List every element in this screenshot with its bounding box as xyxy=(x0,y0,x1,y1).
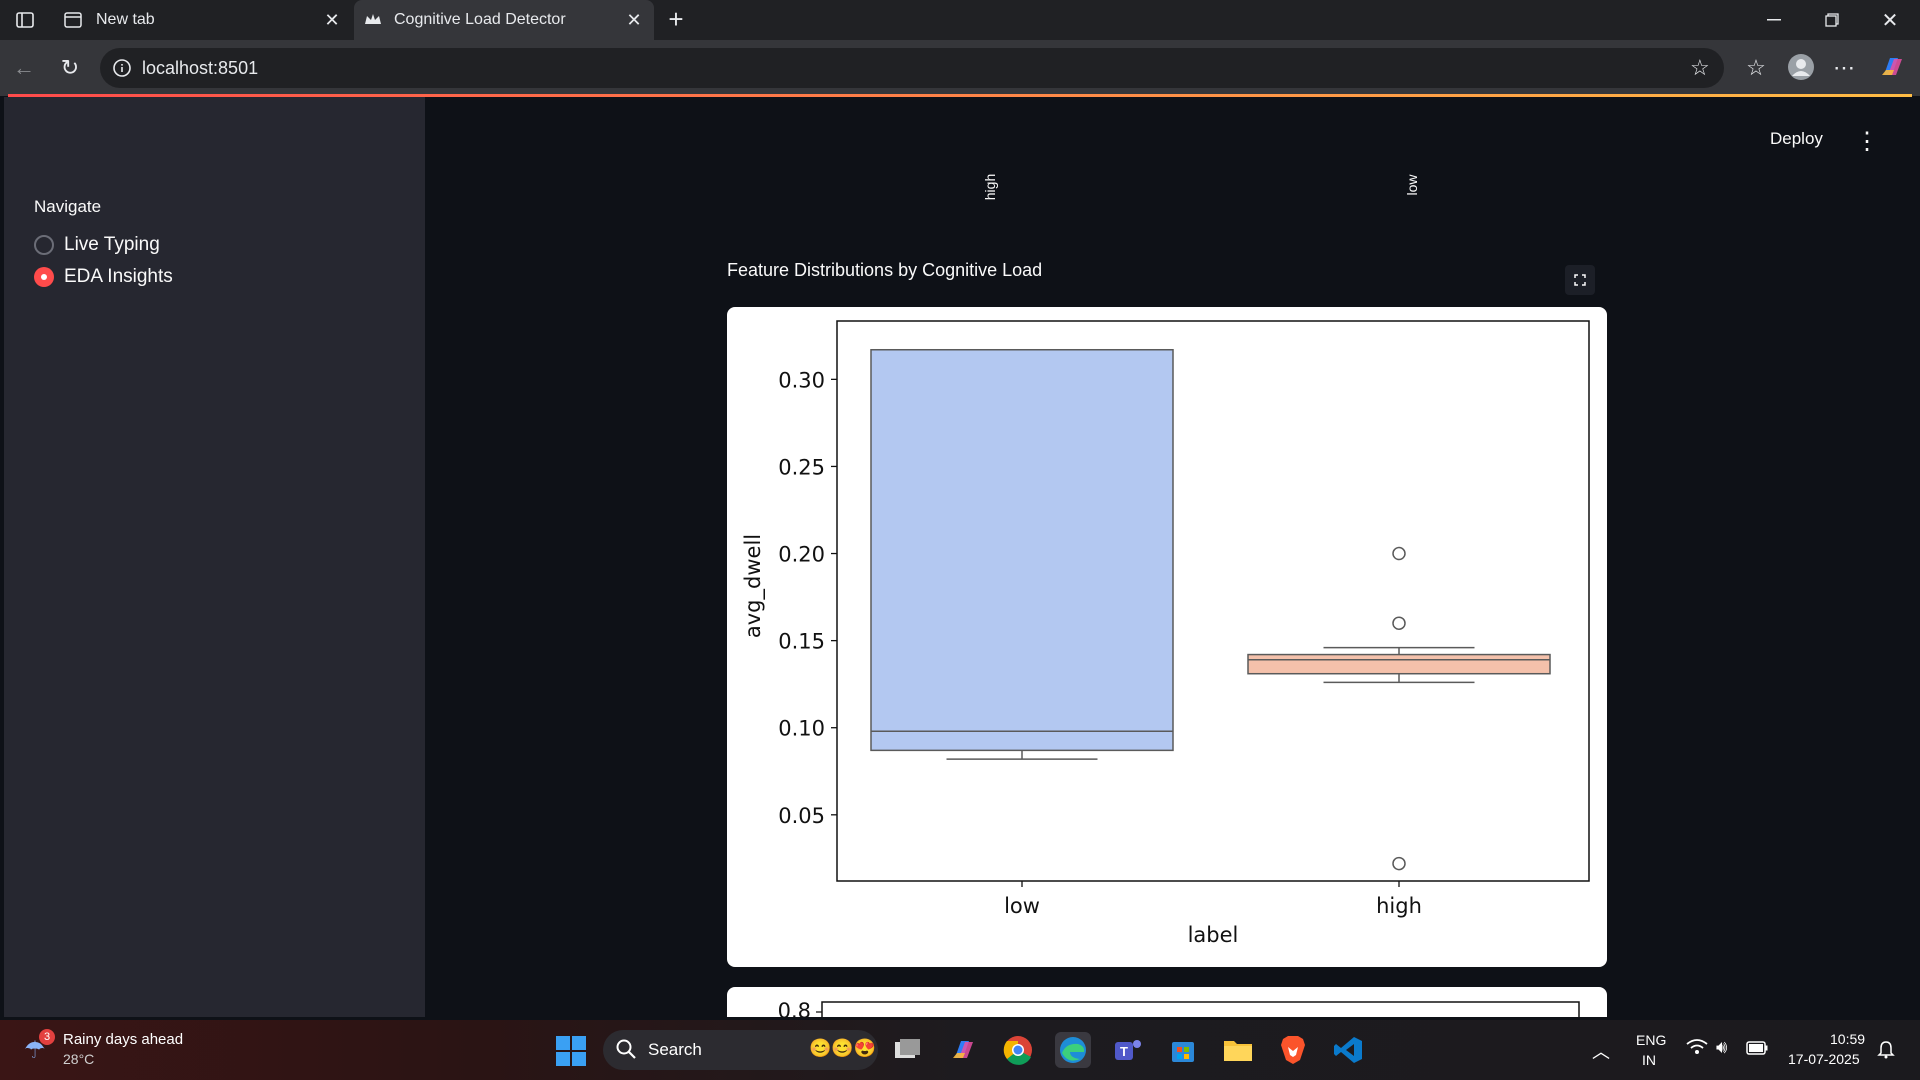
y-tick-label: 0.25 xyxy=(778,455,825,479)
close-icon[interactable]: ✕ xyxy=(626,9,642,30)
teams-icon[interactable]: T xyxy=(1110,1032,1146,1068)
navigate-label: Navigate xyxy=(34,197,102,216)
edge-icon[interactable] xyxy=(1055,1032,1091,1068)
streamlit-decoration-bar xyxy=(8,94,1912,97)
new-tab-plus-icon[interactable]: + xyxy=(668,3,684,34)
second-chart-tick-label: 0.8 xyxy=(778,999,811,1017)
chart-section-title: Feature Distributions by Cognitive Load xyxy=(727,260,1043,280)
x-tick-label: high xyxy=(1376,894,1422,918)
radio-eda-insights[interactable]: EDA Insights xyxy=(34,262,173,292)
clock-date: 17-07-2025 xyxy=(1788,1051,1860,1067)
site-info-icon[interactable] xyxy=(112,58,132,83)
battery-icon[interactable] xyxy=(1746,1041,1768,1060)
store-icon[interactable] xyxy=(1165,1032,1201,1068)
close-icon[interactable]: ✕ xyxy=(324,9,340,30)
lang-top[interactable]: ENG xyxy=(1636,1032,1667,1048)
weather-badge: 3 xyxy=(39,1029,55,1045)
outlier-point xyxy=(1392,546,1406,561)
lang-bottom: IN xyxy=(1642,1052,1656,1068)
tab-title: Cognitive Load Detector xyxy=(394,11,566,28)
tab-cognitive-load-detector[interactable]: Cognitive Load Detector ✕ xyxy=(354,0,654,40)
more-options-icon[interactable]: ⋯ xyxy=(1833,55,1855,80)
weather-title[interactable]: Rainy days ahead xyxy=(63,1031,184,1048)
y-tick-label: 0.20 xyxy=(778,543,825,567)
restore-icon[interactable] xyxy=(1820,8,1844,32)
y-tick-label: 0.30 xyxy=(778,368,825,392)
radio-live-typing[interactable]: Live Typing xyxy=(34,230,160,260)
fullscreen-icon[interactable] xyxy=(1565,265,1595,295)
weather-umbrella-icon[interactable]: ☂ xyxy=(24,1037,46,1064)
radio-unchecked-icon[interactable] xyxy=(34,235,54,255)
outlier-point xyxy=(1392,856,1406,871)
star-icon[interactable]: ☆ xyxy=(1690,55,1710,80)
favorites-icon[interactable]: ☆ xyxy=(1746,55,1766,80)
boxplot-card: 0.05 0.10 0.15 0.20 0.25 0.30 low high label avg_… xyxy=(727,307,1607,967)
boxplot-chart: 0.05 0.10 0.15 0.20 0.25 0.30 low high label avg_… xyxy=(741,320,1590,947)
y-tick-label: 0.10 xyxy=(778,717,825,741)
notification-icon[interactable] xyxy=(1876,1040,1896,1065)
rotated-tick-label: low xyxy=(1404,174,1420,196)
clock-time[interactable]: 10:59 xyxy=(1830,1031,1866,1047)
radio-checked-icon[interactable] xyxy=(34,267,54,287)
browser-toolbar: ← ↻ localhost:8501 ☆ ☆ ⋯ xyxy=(0,40,1920,96)
url-text: localhost:8501 xyxy=(142,58,259,78)
search-label: Search xyxy=(648,1040,702,1059)
close-window-icon[interactable]: ✕ xyxy=(1881,9,1899,32)
box-high xyxy=(1247,653,1551,675)
deploy-button[interactable]: Deploy xyxy=(1770,129,1823,148)
search-icon xyxy=(615,1038,637,1065)
wifi-icon[interactable] xyxy=(1686,1038,1708,1061)
emoji-icon: 😊😊😍 xyxy=(809,1038,877,1058)
y-axis-label: avg_dwell xyxy=(741,534,766,638)
reload-icon[interactable]: ↻ xyxy=(60,55,80,80)
weather-temp: 28°C xyxy=(63,1051,95,1067)
copilot-icon[interactable] xyxy=(1877,52,1907,82)
x-tick-label: low xyxy=(1004,894,1040,918)
plot-frame xyxy=(836,320,1590,882)
second-chart-card: 0.8 xyxy=(727,987,1607,1017)
tab-new-tab[interactable]: New tab ✕ xyxy=(58,0,352,40)
outlier-point xyxy=(1392,616,1406,630)
profile-avatar-icon[interactable] xyxy=(1786,52,1816,82)
vscode-icon[interactable] xyxy=(1330,1032,1366,1068)
radio-label: Live Typing xyxy=(64,234,160,255)
new-tab-icon xyxy=(64,12,82,33)
volume-icon[interactable]: 🔊︎ xyxy=(1716,1037,1728,1057)
taskbar-search-input[interactable]: Search 😊😊😍 xyxy=(603,1030,878,1070)
main-menu-icon[interactable]: ⋮ xyxy=(1855,128,1879,155)
main-content: Deploy ⋮ high low Feature Distributions … xyxy=(425,97,1911,1017)
brave-icon[interactable] xyxy=(1275,1032,1311,1068)
file-explorer-icon[interactable] xyxy=(1220,1032,1256,1068)
rotated-tick-label: high xyxy=(982,173,998,201)
second-chart-frame xyxy=(821,1001,1580,1017)
back-arrow-icon[interactable]: ← xyxy=(13,55,35,80)
radio-label: EDA Insights xyxy=(64,266,173,287)
tray-chevron-icon[interactable]: ︿ xyxy=(1592,1042,1610,1062)
box-low xyxy=(870,348,1174,752)
y-tick-label: 0.15 xyxy=(778,630,825,654)
tab-title: New tab xyxy=(96,11,155,28)
streamlit-crown-icon xyxy=(364,13,382,32)
copilot-taskbar-icon[interactable] xyxy=(945,1032,981,1068)
tab-actions-icon[interactable] xyxy=(14,10,36,30)
address-bar[interactable]: localhost:8501 ☆ xyxy=(100,48,1724,88)
sidebar: Navigate Live Typing EDA Insights xyxy=(4,97,425,1017)
minimize-icon[interactable] xyxy=(1762,8,1786,32)
y-tick-label: 0.05 xyxy=(778,804,825,828)
x-axis-label: label xyxy=(1188,923,1239,947)
chrome-icon[interactable] xyxy=(1000,1032,1036,1068)
browser-tab-bar: New tab ✕ Cognitive Load Detector ✕ + ✕ xyxy=(0,0,1920,40)
svg-text:T: T xyxy=(1120,1044,1128,1059)
task-view-icon[interactable] xyxy=(890,1032,926,1068)
windows-start-icon[interactable] xyxy=(556,1036,586,1066)
